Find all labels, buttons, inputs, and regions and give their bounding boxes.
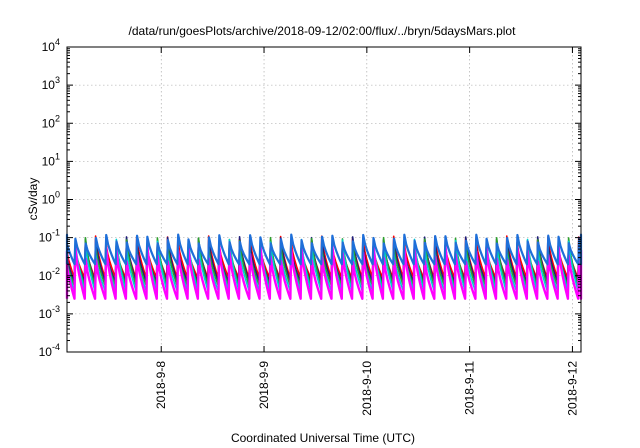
x-axis: 2018-9-8 2018-9-9 2018-9-10 2018-9-11 2018-9…	[154, 47, 579, 416]
chart-title: /data/run/goesPlots/archive/2018-09-12/0…	[129, 24, 517, 38]
y-tick-label: 103	[42, 75, 60, 92]
x-tick-label: 2018-9-10	[360, 361, 374, 416]
y-tick-label: 104	[42, 37, 60, 54]
x-tick-label: 2018-9-9	[257, 361, 271, 409]
x-axis-label: Coordinated Universal Time (UTC)	[231, 431, 415, 445]
series-group	[65, 233, 583, 300]
x-tick-label: 2018-9-12	[565, 361, 579, 416]
y-tick-label: 10-4	[39, 342, 60, 359]
grid	[67, 47, 581, 352]
y-tick-label: 100	[42, 190, 60, 207]
series-line	[65, 244, 583, 300]
y-axis-label: cSv/day	[26, 178, 40, 221]
x-tick-label: 2018-9-11	[463, 361, 477, 415]
y-tick-label: 10-2	[39, 266, 60, 283]
x-tick-label: 2018-9-8	[154, 361, 168, 409]
y-tick-label: 102	[42, 113, 60, 130]
y-tick-label: 10-1	[39, 228, 60, 245]
y-tick-label: 101	[42, 151, 60, 168]
y-tick-label: 10-3	[39, 304, 60, 321]
series-line	[65, 233, 583, 266]
